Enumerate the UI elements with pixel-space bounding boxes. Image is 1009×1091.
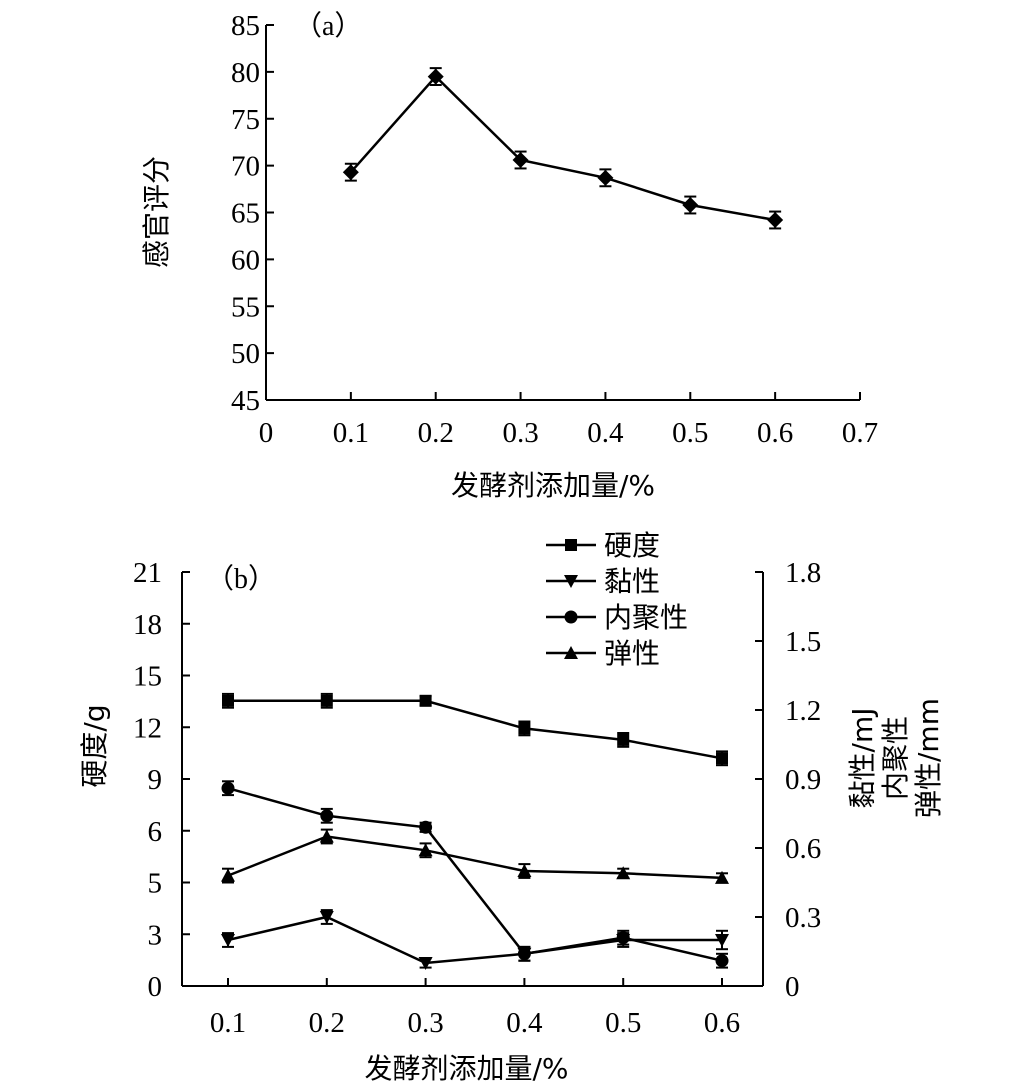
- y-tick-label: 75: [231, 104, 260, 136]
- legend-item: 硬度: [546, 529, 660, 562]
- y-right-tick-label: 0.6: [785, 833, 821, 865]
- x-tick-label: 0.7: [842, 417, 878, 449]
- legend-label: 内聚性: [604, 601, 688, 634]
- legend-marker: [564, 646, 578, 659]
- series-line: [227, 786, 723, 962]
- y-left-tick-label: 3: [148, 919, 163, 951]
- series-line: [349, 74, 776, 222]
- y-tick-label: 65: [231, 198, 260, 230]
- legend-item: 内聚性: [546, 601, 688, 634]
- y-tick-label: 50: [231, 338, 260, 370]
- panel-label: （b）: [206, 563, 276, 595]
- data-point: [418, 957, 433, 970]
- data-point: [715, 870, 729, 884]
- y-left-tick-label: 21: [133, 557, 162, 589]
- data-point: [616, 931, 630, 945]
- data-point: [221, 781, 235, 795]
- x-axis-label: 发酵剂添加量/%: [451, 469, 655, 502]
- x-tick-label: 0.6: [704, 1007, 740, 1039]
- y-right-tick-label: 0.3: [785, 902, 821, 934]
- data-point: [617, 733, 630, 746]
- data-point: [715, 954, 729, 968]
- y-axis-label-right: 弹性/mm: [912, 698, 945, 818]
- data-point: [715, 934, 729, 947]
- y-tick-label: 70: [231, 151, 260, 183]
- data-point: [221, 934, 235, 947]
- y-tick-label: 60: [231, 244, 260, 276]
- data-point: [319, 829, 334, 843]
- x-tick-label: 0.1: [210, 1007, 246, 1039]
- data-point: [682, 197, 699, 213]
- x-tick-label: 0.2: [309, 1007, 345, 1039]
- chart-a: 45 50 55 60 65 70 75 80 85 0 0.1 0.2 0.3 0.4 0.5 0.6 0.7…: [140, 10, 878, 502]
- y-right-tick-label: 1.8: [785, 557, 821, 589]
- data-point: [222, 694, 234, 707]
- y-tick-label: 80: [231, 57, 260, 89]
- data-point: [419, 694, 432, 707]
- x-tick-label: 0.6: [757, 417, 793, 449]
- y-right-tick-label: 1.2: [785, 695, 821, 727]
- legend-label: 硬度: [604, 529, 660, 562]
- x-tick-label: 0.4: [587, 417, 624, 449]
- y-right-tick-label: 0.9: [785, 764, 821, 796]
- data-point: [512, 152, 529, 168]
- y-tick-label: 45: [231, 385, 260, 417]
- chart-b: 0 3 5 6 9 12 15 18 21 0 0.3 0.6 0.9 1.2 1.5 1.8 0.1 0.2 0.…: [78, 529, 945, 1085]
- y-axis-label: 感官评分: [140, 156, 173, 268]
- y-axis-label-right: 黏性/mJ: [846, 708, 879, 809]
- data-point: [597, 169, 614, 186]
- legend-item: 黏性: [546, 565, 660, 598]
- data-point: [517, 864, 532, 877]
- data-point: [221, 868, 235, 882]
- legend-marker: [564, 610, 578, 624]
- y-axis-label-left: 硬度/g: [78, 704, 111, 787]
- y-left-tick-label: 5: [148, 868, 163, 900]
- panel-label: （a）: [294, 10, 362, 42]
- x-tick-label: 0.1: [333, 417, 369, 449]
- x-tick-label: 0.5: [672, 417, 708, 449]
- data-point: [427, 68, 444, 85]
- series-line: [227, 835, 723, 880]
- data-point: [419, 820, 433, 834]
- data-point: [342, 164, 359, 181]
- y-left-tick-label: 15: [133, 661, 162, 693]
- x-tick-label: 0: [259, 417, 274, 449]
- y-axis-label-right: 内聚性: [879, 716, 912, 800]
- data-point: [518, 722, 531, 735]
- x-tick-label: 0.3: [407, 1007, 443, 1039]
- legend-label: 弹性: [604, 637, 660, 670]
- y-left-tick-label: 9: [148, 764, 163, 796]
- legend-label: 黏性: [604, 565, 660, 598]
- y-tick-label: 55: [231, 291, 260, 323]
- data-point: [418, 843, 433, 857]
- data-point: [716, 752, 728, 765]
- y-left-tick-label: 18: [133, 609, 162, 641]
- legend-marker: [565, 539, 577, 551]
- y-tick-label: 85: [231, 10, 260, 42]
- x-tick-label: 0.4: [506, 1007, 543, 1039]
- x-tick-label: 0.3: [502, 417, 538, 449]
- x-tick-label: 0.2: [418, 417, 454, 449]
- data-point: [320, 809, 334, 823]
- data-point: [319, 911, 334, 924]
- data-point: [517, 947, 531, 961]
- data-point: [616, 866, 631, 880]
- y-right-tick-label: 1.5: [785, 626, 821, 658]
- legend-item: 弹性: [546, 637, 660, 670]
- y-left-tick-label: 6: [148, 816, 163, 848]
- data-point: [767, 212, 784, 228]
- series-line: [228, 699, 723, 760]
- y-right-tick-label: 0: [785, 971, 800, 1003]
- series-line: [227, 915, 722, 965]
- data-point: [320, 694, 333, 707]
- legend-marker: [564, 575, 578, 588]
- y-left-tick-label: 0: [148, 971, 163, 1003]
- x-tick-label: 0.5: [605, 1007, 641, 1039]
- x-axis-label: 发酵剂添加量/%: [364, 1052, 568, 1085]
- y-left-tick-label: 12: [133, 712, 162, 744]
